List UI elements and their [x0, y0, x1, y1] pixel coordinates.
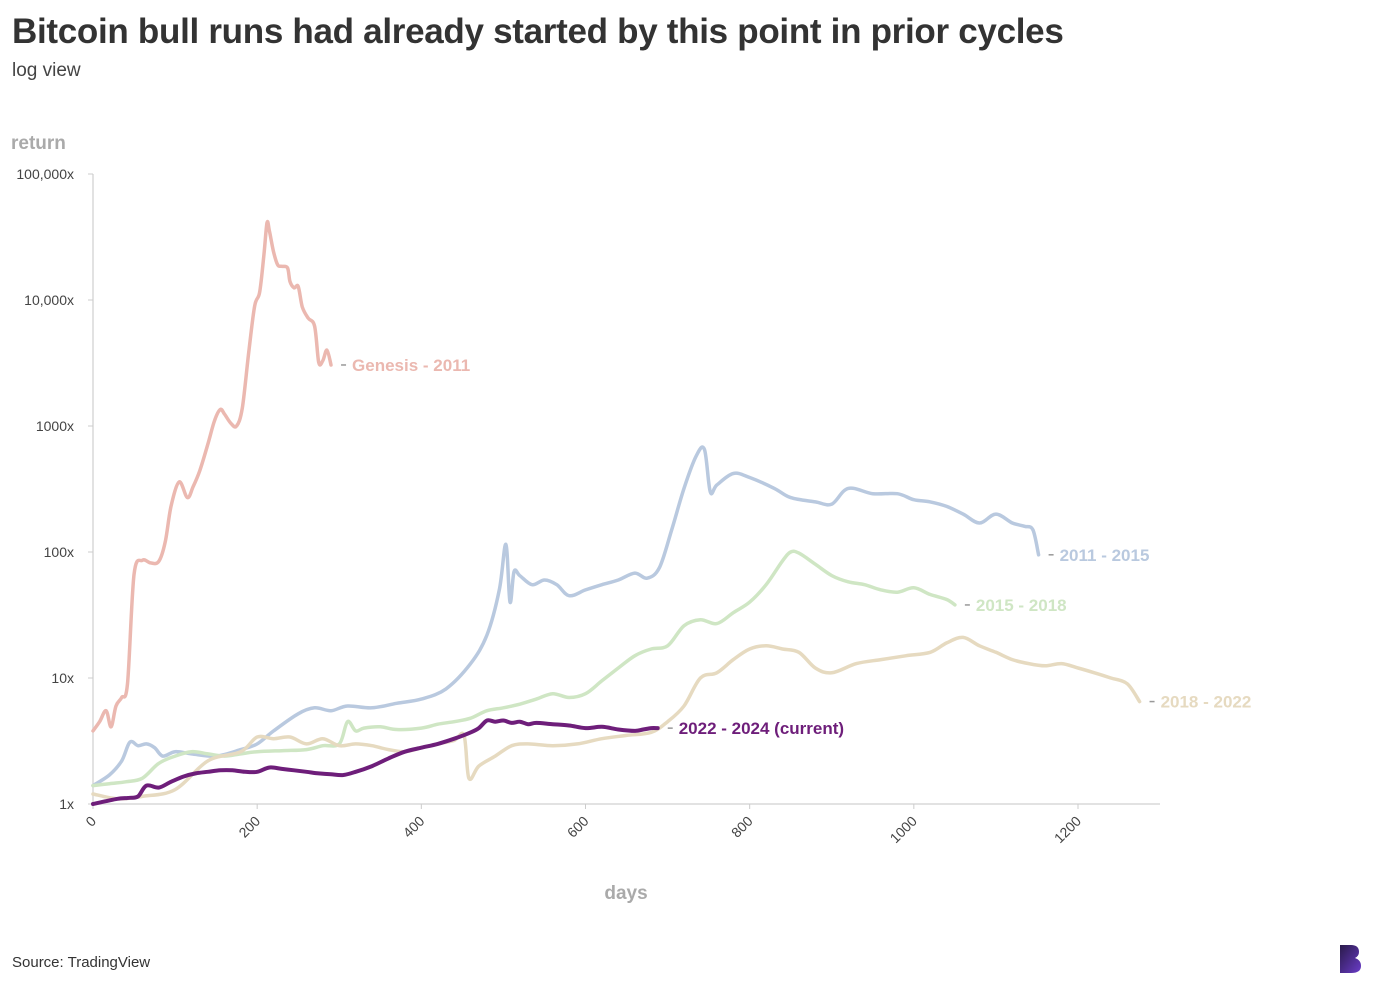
y-tick-label: 100,000x [16, 166, 74, 182]
y-tick-label: 100x [44, 544, 74, 560]
x-tick-label: 600 [564, 813, 592, 841]
y-tick-label: 1000x [36, 418, 74, 434]
series-label-2011-2015: 2011 - 2015 [1060, 546, 1150, 565]
x-tick-label: 800 [728, 813, 756, 841]
chart-title: Bitcoin bull runs had already started by… [12, 12, 1064, 51]
series-label-2015-2018: 2015 - 2018 [976, 596, 1067, 615]
series-line-2015-2018 [91, 549, 957, 788]
x-tick-label: 0 [82, 813, 99, 830]
chart-subtitle: log view [12, 60, 81, 81]
source-note: Source: TradingView [12, 954, 151, 971]
series-label-genesis-2011: Genesis - 2011 [352, 356, 470, 375]
x-tick-label: 1000 [887, 813, 920, 846]
series-line-2018-2022 [91, 635, 1142, 801]
y-tick-label: 1x [59, 796, 74, 812]
x-tick-label: 400 [400, 813, 428, 841]
series-label-2018-2022: 2018 - 2022 [1161, 693, 1252, 712]
series-line-2011-2015 [91, 445, 1041, 788]
x-axis-title: days [604, 883, 647, 904]
series-label-2022-2024-current: 2022 - 2024 (current) [679, 719, 844, 738]
y-tick-label: 10x [51, 670, 74, 686]
series-line-2022-2024-current [91, 718, 660, 806]
series-line-genesis-2011 [91, 219, 333, 733]
y-tick-label: 10,000x [24, 292, 74, 308]
x-tick-label: 1200 [1051, 813, 1084, 846]
y-axis-title: return [11, 133, 66, 154]
x-tick-label: 200 [235, 813, 263, 841]
brand-logo-icon [1340, 945, 1361, 973]
